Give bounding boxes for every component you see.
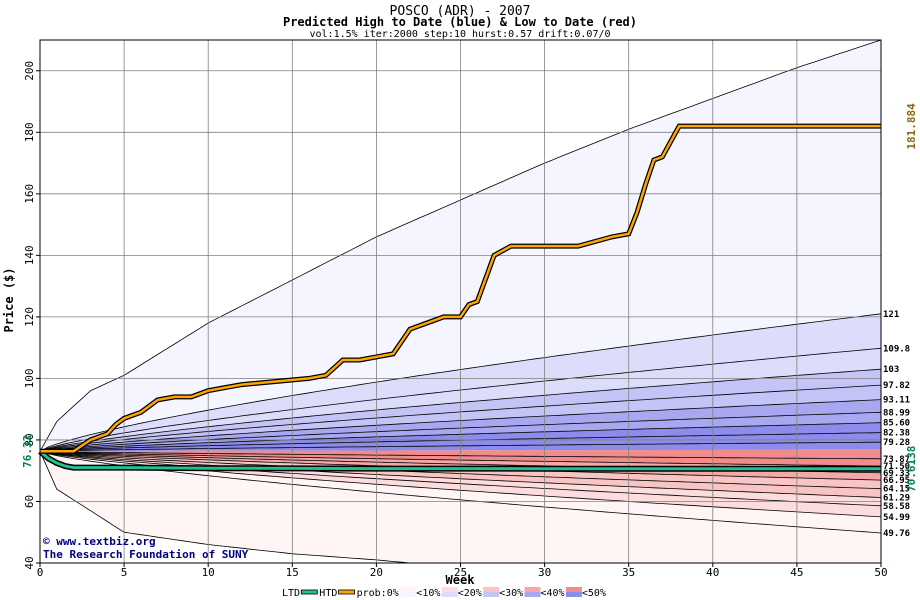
quantile-label-low-4: 64.15: [883, 485, 910, 495]
legend-htd-label: HTD: [319, 588, 337, 599]
y-tick-label-0: 40: [23, 556, 36, 569]
legend-item-0: <10%: [416, 588, 440, 599]
quantile-labels: 121 109.8 103 97.82 93.11 88.9985.6082.3879.2…: [883, 310, 910, 539]
y-tick-label-3: 100: [23, 368, 36, 388]
y-axis-label: Price ($): [2, 267, 16, 332]
quantile-label-low-1: 71.50: [883, 462, 910, 472]
ltd-line: [39, 450, 881, 471]
legend-swatch-blue-3: [524, 592, 541, 597]
quantile-label-high-5: 88.99: [883, 408, 910, 418]
x-tick-label-3: 15: [286, 566, 299, 579]
x-axis-label: Week: [446, 573, 476, 587]
x-tick-label-6: 30: [538, 566, 551, 579]
y-tick-label-7: 180: [23, 122, 36, 142]
legend-swatch-red-4: [565, 587, 582, 592]
legend-swatch-red-2: [483, 587, 500, 592]
legend-prob-label: prob:0%: [357, 588, 399, 599]
legend-swatch-blue-2: [483, 592, 500, 597]
ltd-final-label: 70.6138: [905, 446, 918, 492]
quantile-label-low-8: 49.76: [883, 529, 910, 539]
series-layer: [38, 123, 881, 472]
y-tick-label-4: 120: [23, 307, 36, 327]
start-value-label: 76.32: [21, 435, 34, 468]
credit-line-1: © www.textbiz.org: [43, 535, 156, 548]
y-tick-label-5: 140: [23, 245, 36, 265]
quantile-label-low-6: 58.58: [883, 502, 910, 512]
legend-swatch-blue-0: [400, 592, 417, 597]
legend-swatch-red-0: [400, 587, 417, 592]
legend-item-1: <20%: [458, 588, 482, 599]
y-tick-label-2: 80: [23, 433, 36, 446]
credit-line-2: The Research Foundation of SUNY: [43, 548, 249, 561]
quantile-label-high-7: 82.38: [883, 429, 910, 439]
legend-ltd-swatch: [300, 589, 318, 595]
quantile-label-high-3: 97.82: [883, 381, 910, 391]
quantile-label-high-2: 103: [883, 365, 899, 375]
y-tick-label-1: 60: [23, 495, 36, 508]
legend-item-3: <40%: [541, 588, 565, 599]
quantile-label-low-0: 73.87: [883, 455, 910, 465]
x-tick-label-8: 40: [706, 566, 719, 579]
x-tick-label-4: 20: [370, 566, 383, 579]
x-tick-label-0: 0: [37, 566, 44, 579]
x-axis-ticks: 0 5 10 15 20 25 30 35 40 45 50: [37, 563, 888, 579]
x-tick-label-7: 35: [622, 566, 635, 579]
chart-subtitle: Predicted High to Date (blue) & Low to D…: [283, 15, 637, 29]
quantile-label-high-6: 85.60: [883, 419, 910, 429]
x-tick-label-2: 10: [202, 566, 215, 579]
htd-line: [40, 124, 881, 453]
y-tick-label-6: 160: [23, 184, 36, 204]
legend-swatch-blue-1: [441, 592, 458, 597]
legend-item-4: <50%: [582, 588, 606, 599]
x-tick-label-9: 45: [790, 566, 803, 579]
quantile-label-high-8: 79.28: [883, 438, 910, 448]
band-low-6: [40, 451, 881, 506]
chart-title: POSCO (ADR) - 2007: [390, 4, 531, 19]
legend-swatch-blue-4: [565, 592, 582, 597]
legend-ltd-label: LTD: [282, 588, 300, 599]
x-tick-label-5: 25: [454, 566, 467, 579]
quantile-label-low-5: 61.29: [883, 494, 910, 504]
htd-final-label: 181.884: [905, 103, 918, 150]
y-axis-ticks: 40 60 80 100 120 140 160 180 200: [23, 61, 40, 570]
chart-params: vol:1.5% iter:2000 step:10 hurst:0.57 dr…: [309, 29, 610, 40]
legend-item-2: <30%: [499, 588, 523, 599]
quantile-label-low-7: 54.99: [883, 513, 910, 523]
quantile-label-high-1: 109.8: [883, 344, 910, 354]
legend-swatch-red-3: [524, 587, 541, 592]
quantile-label-low-3: 66.95: [883, 476, 910, 486]
legend: LTD HTD prob:0% <10% <20% <30% <40% <50%: [282, 587, 606, 599]
x-tick-label-10: 50: [874, 566, 887, 579]
x-tick-label-1: 5: [121, 566, 128, 579]
quantile-label-high-4: 93.11: [883, 396, 910, 406]
quantile-label-low-2: 69.33: [883, 469, 910, 479]
legend-htd-swatch: [338, 589, 356, 595]
y-tick-label-8: 200: [23, 61, 36, 81]
quantile-label-high-0: 121: [883, 310, 899, 320]
legend-swatch-red-1: [441, 587, 458, 592]
lower-envelope-line: [39, 451, 411, 564]
